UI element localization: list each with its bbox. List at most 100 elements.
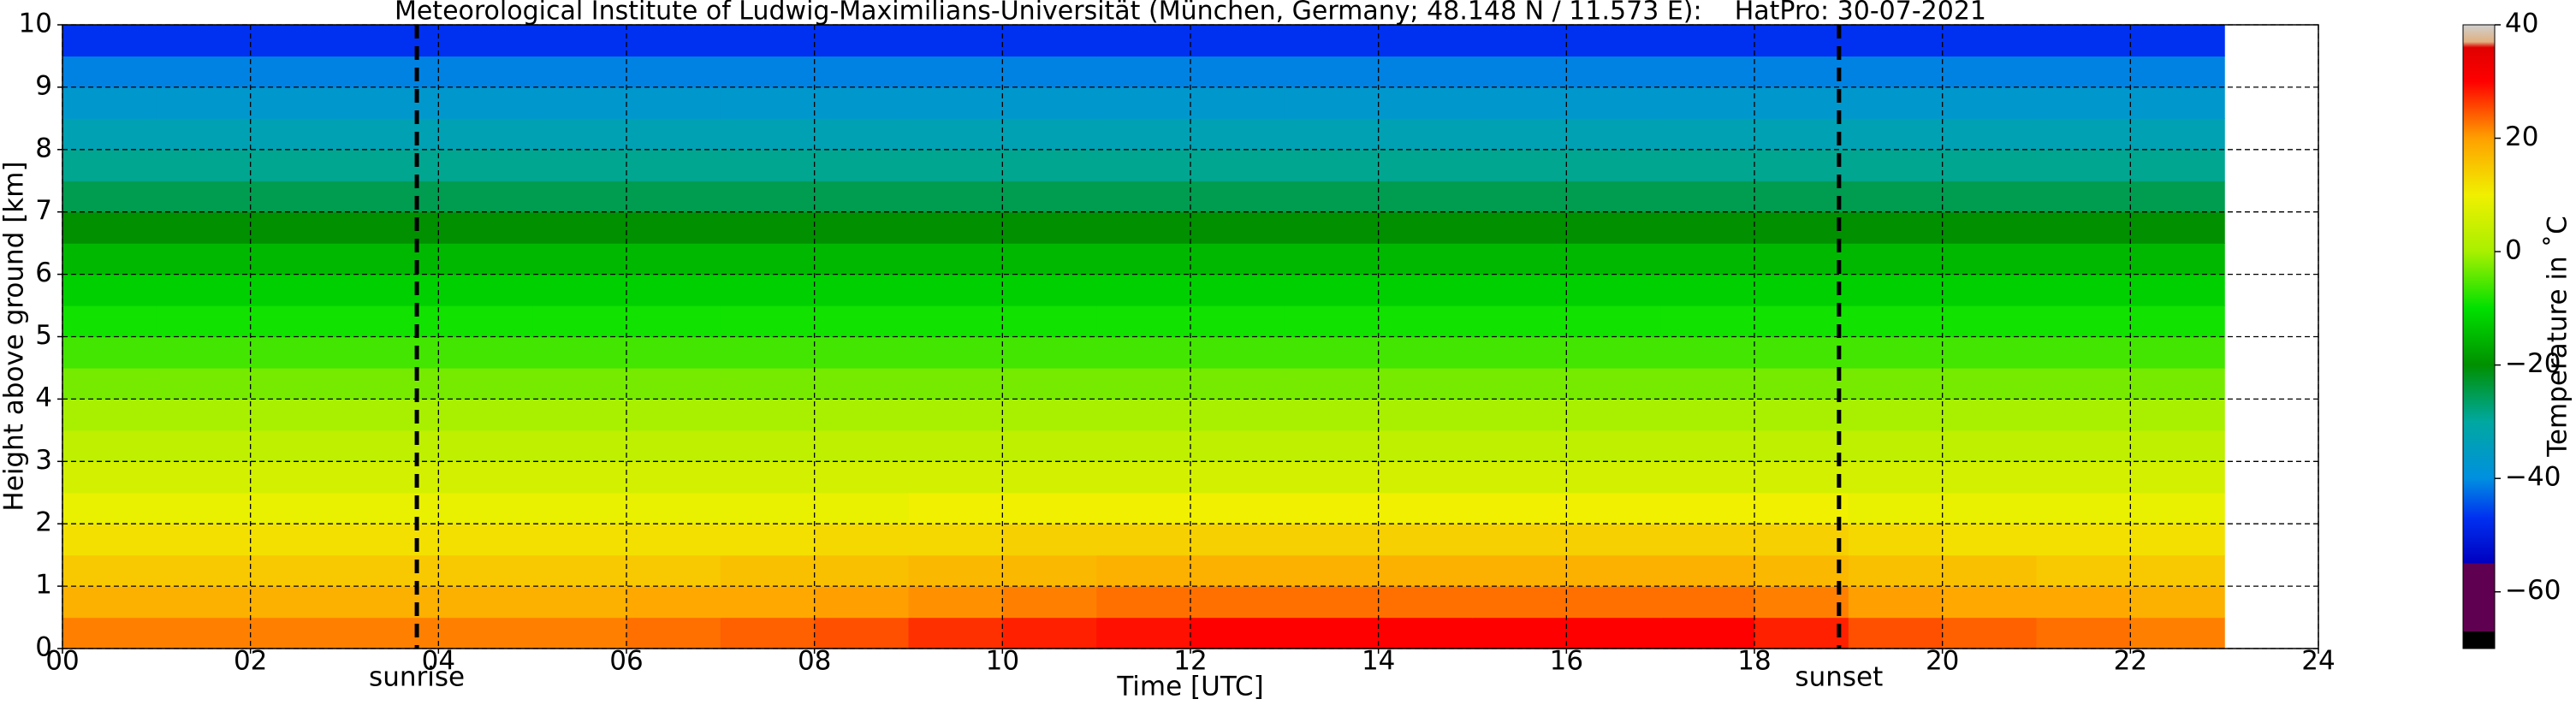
heat-cell	[1096, 181, 1191, 213]
heat-cell	[344, 586, 439, 619]
heat-cell	[2036, 181, 2131, 213]
colorbar-label: Temperature in ˚C	[2543, 216, 2573, 457]
heat-cell	[626, 336, 721, 369]
heat-cell	[62, 336, 157, 369]
heat-cell	[438, 461, 533, 494]
heat-cell	[908, 461, 1003, 494]
heat-cell	[1942, 399, 2038, 431]
heat-cell	[1472, 211, 1567, 244]
heat-cell	[1942, 367, 2038, 400]
heat-cell	[908, 274, 1003, 306]
heat-cell	[1848, 399, 1944, 431]
heat-cell	[2036, 586, 2131, 619]
heat-cell	[1378, 367, 1474, 400]
heat-cell	[1284, 586, 1380, 619]
heat-cell	[1096, 492, 1191, 524]
heat-cell	[1378, 86, 1474, 119]
heat-cell	[720, 274, 816, 306]
heat-cell	[626, 25, 721, 57]
heat-cell	[814, 149, 910, 181]
heat-cell	[908, 211, 1003, 244]
heat-cell	[814, 243, 910, 275]
heat-cell	[532, 586, 627, 619]
heat-cell	[1378, 399, 1474, 431]
heat-cell	[250, 554, 346, 587]
x-tick-label: 22	[2114, 646, 2147, 677]
heat-cell	[626, 243, 721, 275]
heat-cell	[1566, 25, 1661, 57]
heat-cell	[2036, 305, 2131, 338]
heat-cell	[1566, 243, 1661, 275]
heat-cell	[1754, 181, 1849, 213]
heat-cell	[156, 86, 252, 119]
heat-cell	[1848, 56, 1944, 88]
heat-cell	[1660, 336, 1755, 369]
heat-cell	[1660, 243, 1755, 275]
heat-cell	[2130, 243, 2225, 275]
heat-cell	[1942, 86, 2038, 119]
heat-cell	[908, 243, 1003, 275]
heat-cell	[1002, 586, 1097, 619]
heat-cell	[156, 492, 252, 524]
heat-cell	[1942, 554, 2038, 587]
heat-cell	[62, 86, 157, 119]
heat-cell	[1284, 367, 1380, 400]
heat-cell	[1378, 243, 1474, 275]
heat-cell	[1472, 118, 1567, 151]
heat-cell	[1378, 524, 1474, 556]
heat-cell	[1002, 305, 1097, 338]
heat-cell	[62, 118, 157, 151]
y-tick-label: 0	[35, 632, 52, 663]
plot-frame	[62, 24, 2319, 649]
heat-cell	[438, 305, 533, 338]
heat-cell	[438, 586, 533, 619]
heat-cell	[1942, 461, 2038, 494]
heat-cell	[1754, 336, 1849, 369]
heat-cell	[156, 430, 252, 462]
heat-cell	[1566, 181, 1661, 213]
heat-cell	[1472, 586, 1567, 619]
heat-cell	[2036, 86, 2131, 119]
heat-cell	[532, 181, 627, 213]
heat-cell	[156, 305, 252, 338]
heat-cell	[1284, 274, 1380, 306]
heat-cell	[1472, 430, 1567, 462]
heat-cell	[344, 461, 439, 494]
heat-cell	[1190, 336, 1285, 369]
heat-cell	[1942, 56, 2038, 88]
heat-cell	[62, 554, 157, 587]
heat-cell	[250, 461, 346, 494]
colorbar-tick-label: −20	[2505, 348, 2561, 379]
heat-cell	[1096, 243, 1191, 275]
heat-cell	[438, 367, 533, 400]
heat-cell	[1848, 211, 1944, 244]
heat-cell	[62, 399, 157, 431]
heat-cell	[1754, 118, 1849, 151]
heat-cell	[1190, 118, 1285, 151]
heat-cell	[814, 118, 910, 151]
heat-cell	[2036, 25, 2131, 57]
heat-cell	[344, 492, 439, 524]
heat-cell	[1660, 430, 1755, 462]
heat-cell	[532, 492, 627, 524]
heat-cell	[626, 586, 721, 619]
heat-cell	[2036, 524, 2131, 556]
heat-cell	[626, 56, 721, 88]
heat-cell	[1096, 56, 1191, 88]
heat-cell	[1942, 149, 2038, 181]
x-tick-label: 10	[986, 646, 1019, 677]
heat-cell	[62, 524, 157, 556]
heat-cell	[720, 367, 816, 400]
heat-cell	[626, 274, 721, 306]
x-tick-label: 24	[2301, 646, 2335, 677]
heat-cell	[1096, 367, 1191, 400]
x-tick-label: 16	[1550, 646, 1583, 677]
heat-cell	[2036, 149, 2131, 181]
heat-cell	[1378, 274, 1474, 306]
heat-cell	[1096, 430, 1191, 462]
y-tick-label: 5	[35, 320, 52, 351]
heat-cell	[720, 305, 816, 338]
heat-cell	[908, 86, 1003, 119]
heat-cell	[814, 25, 910, 57]
